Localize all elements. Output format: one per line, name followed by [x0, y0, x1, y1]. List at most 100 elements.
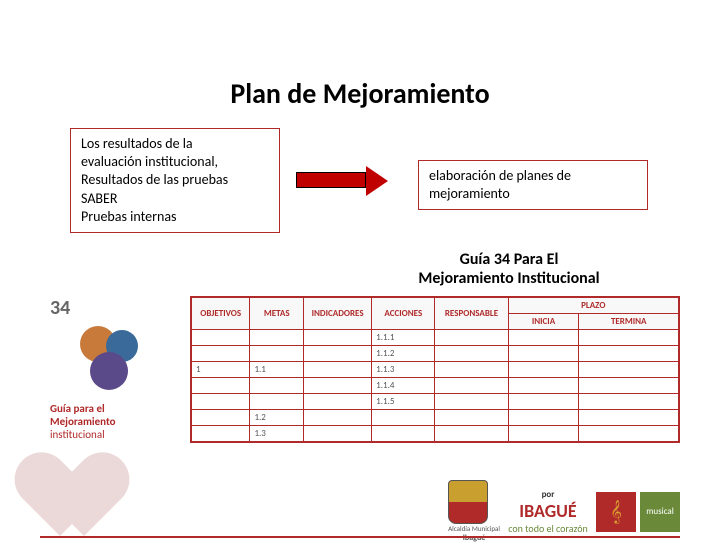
table-cell: [579, 346, 679, 362]
table-cell: [435, 362, 508, 378]
table-cell: 1.3: [250, 426, 304, 442]
table-row: 1.1.4: [192, 378, 679, 394]
table-row: 1.3: [192, 426, 679, 442]
alcaldia-label: Alcaldía Municipal: [448, 524, 500, 533]
table-cell: [508, 394, 579, 410]
table-cell: [304, 410, 372, 426]
table-cell: [250, 378, 304, 394]
table-cell: [372, 410, 435, 426]
table-cell: [304, 330, 372, 346]
table-cell: [372, 426, 435, 442]
guide-cover-image: 34 Guía para el Mejoramiento institucion…: [50, 296, 170, 436]
table-cell: [304, 426, 372, 442]
por-label: por: [508, 489, 588, 500]
musical-label: musical: [640, 492, 680, 532]
table-cell: 1.1.1: [372, 330, 435, 346]
table-cell: [579, 410, 679, 426]
heart-icon: [30, 456, 150, 526]
guide-number: 34: [50, 296, 170, 320]
table-cell: [579, 378, 679, 394]
guide-caption: Guía 34 Para El Mejoramiento Institucion…: [374, 246, 644, 292]
small-logos: 𝄞 musical: [596, 492, 680, 532]
table-cell: [250, 394, 304, 410]
table-cell: 1.1.2: [372, 346, 435, 362]
table-cell: 1.1.5: [372, 394, 435, 410]
table-cell: [435, 426, 508, 442]
th-metas: METAS: [250, 298, 304, 330]
box1-line: Pruebas internas: [81, 208, 269, 226]
table-cell: [579, 426, 679, 442]
table-cell: [192, 330, 250, 346]
table-cell: [435, 346, 508, 362]
table-cell: [435, 394, 508, 410]
table-cell: [508, 346, 579, 362]
table-cell: 1.2: [250, 410, 304, 426]
th-objetivos: OBJETIVOS: [192, 298, 250, 330]
box1-line: SABER: [81, 190, 269, 208]
box1-line: Resultados de las pruebas: [81, 171, 269, 189]
box2-line: elaboración de planes de: [429, 167, 637, 185]
table-row: 11.1 1.1.3: [192, 362, 679, 378]
table-cell: [304, 346, 372, 362]
table-cell: [192, 410, 250, 426]
footer-logos: Alcaldía Municipal Ibagué por IBAGUÉ con…: [448, 480, 680, 543]
footer-divider: [40, 536, 680, 538]
improvement-plan-table: OBJETIVOS METAS INDICADORES ACCIONES RES…: [190, 296, 680, 443]
th-inicia: INICIA: [508, 314, 579, 330]
box1-line: evaluación institucional,: [81, 153, 269, 171]
table-cell: [192, 394, 250, 410]
table-cell: [579, 394, 679, 410]
table-cell: [508, 362, 579, 378]
table-cell: [250, 330, 304, 346]
th-responsable: RESPONSABLE: [435, 298, 508, 330]
table-cell: 1: [192, 362, 250, 378]
ibague-logo: por IBAGUÉ con todo el corazón: [508, 489, 588, 535]
table-cell: [192, 378, 250, 394]
table-row: 1.1.5: [192, 394, 679, 410]
table-cell: [579, 330, 679, 346]
footer: Alcaldía Municipal Ibagué por IBAGUÉ con…: [0, 478, 720, 540]
box3-line: Guía 34 Para El: [378, 250, 640, 269]
arrow-right-icon: [296, 172, 366, 188]
table-cell: [508, 330, 579, 346]
table-row: 1.1.1: [192, 330, 679, 346]
th-plazo: PLAZO: [508, 298, 678, 314]
table-cell: [508, 378, 579, 394]
table-cell: 1.1.4: [372, 378, 435, 394]
output-box-plans: elaboración de planes de mejoramiento: [418, 160, 648, 210]
ibague-big-label: IBAGUÉ: [508, 500, 588, 522]
table-cell: [435, 330, 508, 346]
box3-line: Mejoramiento Institucional: [378, 269, 640, 288]
table-cell: [304, 362, 372, 378]
table-cell: [192, 426, 250, 442]
th-indicadores: INDICADORES: [304, 298, 372, 330]
guide-label-line: Guía para el: [50, 402, 170, 415]
box1-line: Los resultados de la: [81, 135, 269, 153]
table-cell: 1.1: [250, 362, 304, 378]
table-header-row: OBJETIVOS METAS INDICADORES ACCIONES RES…: [192, 298, 679, 314]
th-termina: TERMINA: [579, 314, 679, 330]
table-cell: [304, 378, 372, 394]
shield-logo: Alcaldía Municipal Ibagué: [448, 480, 500, 543]
table-cell: [304, 394, 372, 410]
table-cell: [508, 426, 579, 442]
table-cell: [435, 410, 508, 426]
treble-clef-icon: 𝄞: [596, 492, 636, 532]
table-row: 1.2: [192, 410, 679, 426]
table-cell: 1.1.3: [372, 362, 435, 378]
input-box-results: Los resultados de la evaluación instituc…: [70, 128, 280, 233]
table-cell: [435, 378, 508, 394]
table-cell: [508, 410, 579, 426]
guide-label-line: Mejoramiento: [50, 415, 170, 428]
guide-label-line: institucional: [50, 428, 170, 441]
table-cell: [579, 362, 679, 378]
box2-line: mejoramiento: [429, 185, 637, 203]
page-title: Plan de Mejoramiento: [0, 76, 720, 111]
table-cell: [250, 346, 304, 362]
slogan-label: con todo el corazón: [508, 522, 588, 535]
table-row: 1.1.2: [192, 346, 679, 362]
table-cell: [192, 346, 250, 362]
th-acciones: ACCIONES: [372, 298, 435, 330]
rings-icon: [70, 324, 150, 394]
ibague-label: Ibagué: [448, 533, 500, 543]
